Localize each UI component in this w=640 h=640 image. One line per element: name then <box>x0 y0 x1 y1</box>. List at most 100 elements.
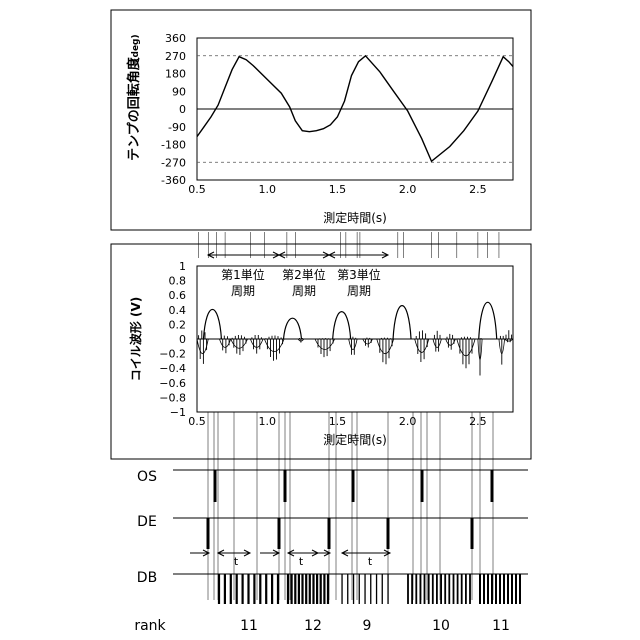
top-ytick-label: 270 <box>165 50 186 63</box>
coil-peak <box>393 306 411 339</box>
db-pulse <box>320 574 322 604</box>
mid-y-ticks: 10.80.60.40.20−0.2−0.4−0.6−0.8−1 <box>159 260 186 419</box>
mid-ytick-label: −1 <box>170 406 186 419</box>
t-label-1: t <box>234 555 239 568</box>
mid-x-ticks: 0.51.01.52.02.5 <box>188 415 486 428</box>
db-bursts <box>218 574 521 604</box>
coil-waveform <box>197 302 513 375</box>
top-ytick-label: 90 <box>172 85 186 98</box>
db-pulse <box>218 574 220 604</box>
period-3-line2: 周期 <box>347 284 371 298</box>
coil-envelope <box>377 339 394 354</box>
top-ylabel: テンプの回転角度 <box>126 56 142 161</box>
top-xtick-label: 2.0 <box>399 183 417 196</box>
period-1-line1: 第1単位 <box>221 267 265 282</box>
coil-peak <box>203 309 221 339</box>
db-pulse <box>271 574 273 604</box>
mid-ytick-label: −0.2 <box>159 348 186 361</box>
top-guide-lines <box>197 56 513 163</box>
os-label: OS <box>137 469 157 485</box>
db-pulse <box>364 574 365 604</box>
db-pulse <box>415 574 417 604</box>
coil-peak <box>333 312 351 339</box>
period-3-line1: 第3単位 <box>337 267 381 282</box>
db-pulse <box>347 574 348 604</box>
db-pulse <box>259 574 261 604</box>
mid-xlabel: 測定時間(s) <box>323 432 387 447</box>
mid-ytick-label: −0.8 <box>159 391 186 404</box>
de-pulse <box>278 518 281 549</box>
db-pulse <box>432 574 434 604</box>
db-pulse <box>453 574 455 604</box>
db-pulse <box>359 574 360 604</box>
db-pulse <box>291 574 293 604</box>
os-pulse <box>352 470 355 502</box>
coil-envelope <box>433 339 441 347</box>
os-pulse <box>421 470 424 502</box>
db-pulse <box>499 574 501 604</box>
coil-envelope <box>231 339 248 348</box>
top-x-ticks: 0.51.01.52.02.5 <box>188 183 486 196</box>
coil-peak <box>284 318 302 339</box>
db-pulse <box>382 574 383 604</box>
db-pulse <box>353 574 354 604</box>
top-xtick-label: 0.5 <box>188 183 206 196</box>
period-2-line2: 周期 <box>292 284 316 298</box>
de-pulse <box>387 518 390 549</box>
db-pulse <box>440 574 442 604</box>
mid-ylabel: コイル波形 (V) <box>128 297 143 381</box>
db-pulse <box>420 574 422 604</box>
db-pulse <box>265 574 267 604</box>
db-pulse <box>327 574 329 604</box>
db-pulse <box>457 574 459 604</box>
top-xtick-label: 2.5 <box>469 183 487 196</box>
de-pulse <box>207 518 210 549</box>
top-ytick-label: 180 <box>165 68 186 81</box>
db-pulse <box>294 574 296 604</box>
mid-ytick-label: −0.6 <box>159 377 186 390</box>
db-pulse <box>424 574 426 604</box>
db-pulse <box>407 574 409 604</box>
db-pulse <box>298 574 300 604</box>
top-ytick-label: -180 <box>161 139 186 152</box>
db-pulse <box>507 574 509 604</box>
db-pulse <box>461 574 463 604</box>
db-pulse <box>495 574 497 604</box>
coil-peak <box>479 302 497 339</box>
db-pulse <box>247 574 249 604</box>
period-arrows <box>208 252 388 258</box>
db-pulse <box>287 574 289 604</box>
de-pulse <box>471 518 474 549</box>
db-pulse <box>487 574 489 604</box>
db-pulse <box>519 574 521 604</box>
db-pulse <box>503 574 505 604</box>
db-pulse <box>230 574 232 604</box>
os-pulse <box>491 470 494 502</box>
mid-ytick-label: 0 <box>179 333 186 346</box>
db-pulse <box>309 574 311 604</box>
rank-5: 11 <box>492 618 510 634</box>
top-xlabel: 測定時間(s) <box>323 210 387 225</box>
db-pulse <box>242 574 244 604</box>
top-ytick-label: -270 <box>161 156 186 169</box>
period-1-line2: 周期 <box>231 284 255 298</box>
db-pulse <box>428 574 430 604</box>
top-xtick-label: 1.0 <box>258 183 276 196</box>
db-pulse <box>323 574 325 604</box>
db-pulse <box>411 574 413 604</box>
top-y-ticks: 360270180900-90-180-270-360 <box>161 32 186 187</box>
os-pulse <box>284 470 287 502</box>
db-pulse <box>511 574 513 604</box>
db-pulse <box>224 574 226 604</box>
t-label-2: t <box>299 555 304 568</box>
t-label-3: t <box>368 555 373 568</box>
coil-envelope <box>349 339 357 349</box>
de-pulse <box>328 518 331 549</box>
db-pulse <box>444 574 446 604</box>
db-pulse <box>277 574 279 604</box>
mid-ytick-label: 1 <box>179 260 186 273</box>
db-pulse <box>316 574 318 604</box>
db-pulse <box>312 574 314 604</box>
rank-1: 11 <box>240 618 258 634</box>
